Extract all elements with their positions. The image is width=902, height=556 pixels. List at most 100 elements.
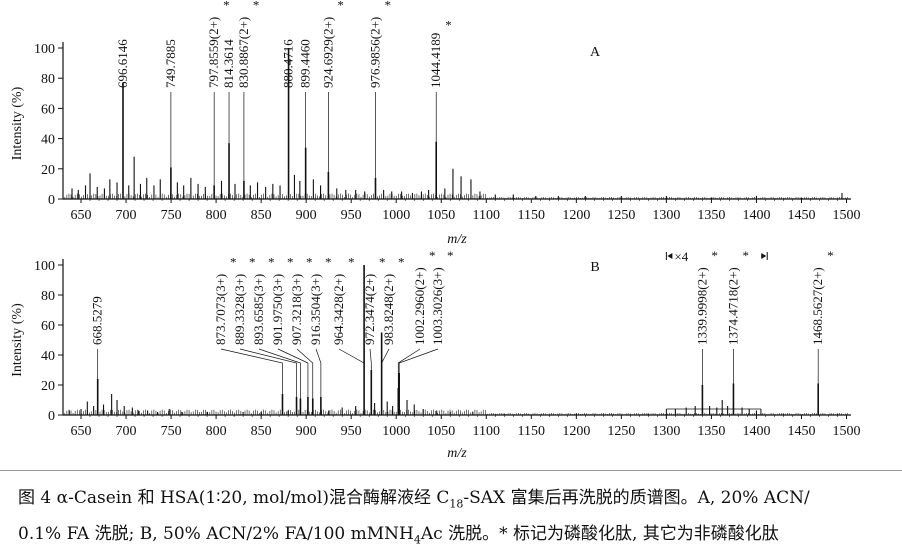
peak-mz-label: 873.7073(3+) xyxy=(213,274,228,345)
phospho-star: * xyxy=(398,255,405,270)
peak-leader-line xyxy=(258,348,301,399)
x-tick-label: 1050 xyxy=(427,424,455,439)
peak-mz-label: 797.8559(2+) xyxy=(206,17,221,88)
zoom-marker-left-arrow xyxy=(667,253,673,259)
phospho-star: * xyxy=(306,255,313,270)
phospho-star: * xyxy=(325,255,332,270)
figure-caption: 图 4 α-Casein 和 HSA(1∶20, mol/mol)混合酶解液经 … xyxy=(18,483,888,556)
x-tick-label: 700 xyxy=(116,208,137,223)
peak-leader-line xyxy=(220,348,283,394)
y-axis-title: Intensity (%) xyxy=(10,303,25,377)
panel-letter: B xyxy=(590,260,599,275)
y-tick-label: 20 xyxy=(41,379,55,394)
phospho-star: * xyxy=(223,0,230,13)
x-tick-label: 1150 xyxy=(518,424,545,439)
caption-divider xyxy=(0,470,902,471)
x-tick-label: 650 xyxy=(71,424,92,439)
peak-leader-line xyxy=(381,332,390,364)
peak-leader-line xyxy=(369,348,372,370)
x-tick-label: 1000 xyxy=(382,208,410,223)
peak-leader-line xyxy=(277,348,309,397)
x-tick-label: 800 xyxy=(206,424,227,439)
phospho-star: * xyxy=(337,0,344,13)
x-tick-label: 1100 xyxy=(473,424,500,439)
phospho-star: * xyxy=(827,248,834,263)
x-tick-label: 850 xyxy=(251,424,272,439)
peak-mz-label: 749.7885 xyxy=(163,39,178,88)
x-tick-label: 650 xyxy=(71,208,92,223)
x-tick-label: 1500 xyxy=(832,424,860,439)
peak-leader-line xyxy=(397,348,421,388)
peak-mz-label: 814.3614 xyxy=(221,39,236,88)
peak-mz-label: 983.8248(2+) xyxy=(381,274,396,345)
x-tick-label: 1300 xyxy=(652,424,680,439)
x-tick-label: 1250 xyxy=(607,424,635,439)
x-tick-label: 750 xyxy=(161,424,182,439)
phospho-star: * xyxy=(230,255,237,270)
y-tick-label: 0 xyxy=(48,193,55,208)
caption-line2b: Ac 洗脱。* 标记为磷酸化肽, 其它为非磷酸化肽 xyxy=(420,524,779,545)
x-tick-label: 900 xyxy=(296,208,317,223)
x-axis-title: m/z xyxy=(447,232,467,247)
x-tick-label: 900 xyxy=(296,424,317,439)
peak-mz-label: 901.9750(3+) xyxy=(270,274,285,345)
zoom-marker-right-arrow xyxy=(761,253,767,259)
y-tick-label: 100 xyxy=(34,42,55,57)
peak-mz-label: 924.6929(2+) xyxy=(320,17,335,88)
y-tick-label: 60 xyxy=(41,102,55,117)
phospho-star: * xyxy=(348,255,355,270)
x-tick-label: 1200 xyxy=(562,424,590,439)
phospho-star: * xyxy=(287,255,294,270)
phospho-star: * xyxy=(742,248,749,263)
caption-line1: 图 4 α-Casein 和 HSA(1∶20, mol/mol)混合酶解液经 … xyxy=(18,488,450,508)
phospho-star: * xyxy=(445,18,452,33)
x-tick-label: 1000 xyxy=(382,424,410,439)
x-tick-label: 950 xyxy=(341,208,362,223)
y-tick-label: 60 xyxy=(41,319,55,334)
y-tick-label: 40 xyxy=(41,133,55,148)
phospho-star: * xyxy=(447,248,454,263)
peak-mz-label: 1468.5627(2+) xyxy=(810,267,825,345)
peak-mz-label: 830.8867(2+) xyxy=(236,17,251,88)
y-tick-label: 80 xyxy=(41,72,55,87)
y-tick-label: 20 xyxy=(41,163,55,178)
y-tick-label: 40 xyxy=(41,349,55,364)
peak-mz-label: 668.5279 xyxy=(90,296,105,345)
peak-leader-line xyxy=(398,348,439,373)
x-tick-label: 1050 xyxy=(427,208,455,223)
peak-mz-label: 1003.3026(3+) xyxy=(430,267,445,345)
x-tick-label: 1300 xyxy=(652,208,680,223)
peak-mz-label: 916.3504(3+) xyxy=(308,274,323,345)
x-axis-title: m/z xyxy=(447,446,467,461)
x-tick-label: 1450 xyxy=(787,424,815,439)
peak-mz-label: 899.4460 xyxy=(298,39,313,88)
peak-mz-label: 696.6146 xyxy=(115,39,130,88)
x-tick-label: 700 xyxy=(116,424,137,439)
phospho-star: * xyxy=(249,255,256,270)
x-tick-label: 1450 xyxy=(787,208,815,223)
panel-b: 0 20 40 60 80 100 650 700 750 800 850 900 950 1000 105… xyxy=(10,248,860,461)
x-tick-label: 1350 xyxy=(697,208,725,223)
peak-leader-line xyxy=(239,348,297,397)
x-tick-label: 850 xyxy=(251,208,272,223)
x-tick-label: 1150 xyxy=(518,208,545,223)
x-tick-label: 1250 xyxy=(607,208,635,223)
phospho-star: * xyxy=(253,0,260,13)
x-tick-label: 750 xyxy=(161,208,182,223)
caption-subscript-4: 4 xyxy=(413,533,421,547)
peak-mz-label: 893.6585(3+) xyxy=(251,274,266,345)
phospho-star: * xyxy=(268,255,275,270)
caption-line2a: 0.1% FA 洗脱; B, 50% ACN/2% FA/100 mMNH xyxy=(18,524,414,545)
peak-mz-label: 889.3328(3+) xyxy=(232,274,247,345)
peak-leader-line xyxy=(296,348,314,399)
phospho-star: * xyxy=(429,248,436,263)
peak-mz-label: 907.3218(3+) xyxy=(289,274,304,345)
x-tick-label: 1500 xyxy=(832,208,860,223)
x-tick-label: 1400 xyxy=(742,208,770,223)
phospho-star: * xyxy=(711,248,718,263)
caption-subscript-18: 18 xyxy=(449,497,464,511)
x-tick-label: 1100 xyxy=(473,208,500,223)
x-tick-label: 800 xyxy=(206,208,227,223)
peak-mz-label: 1044.4189 xyxy=(428,33,443,88)
